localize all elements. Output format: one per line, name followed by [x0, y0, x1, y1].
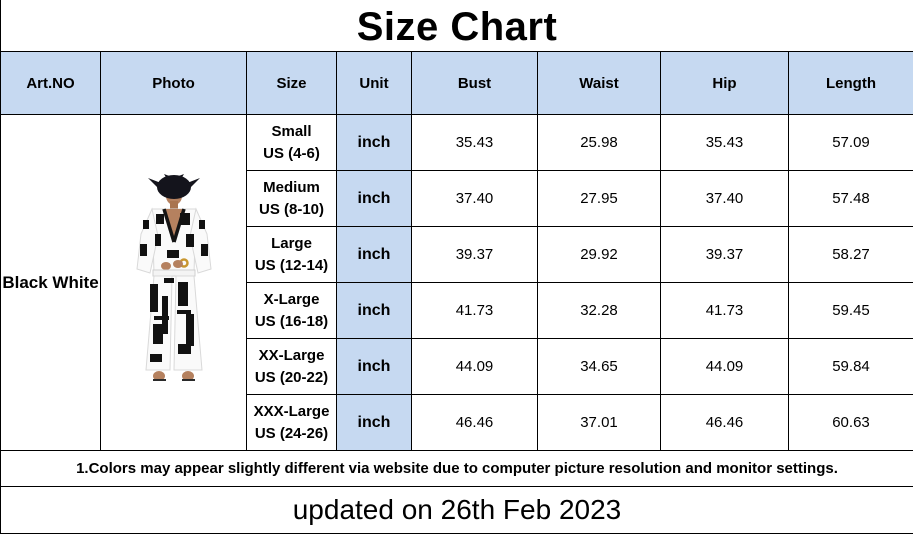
size-name: XX-Large: [258, 346, 325, 364]
unit-value: inch: [336, 282, 412, 339]
footer-updated-row: updated on 26th Feb 2023: [0, 486, 913, 534]
length-value: 59.45: [788, 282, 913, 339]
waist-value: 37.01: [537, 394, 661, 451]
size-name: XXX-Large: [253, 402, 330, 420]
length-value: 60.63: [788, 394, 913, 451]
title-bar: Size Chart: [0, 0, 913, 51]
column-header-size: Size: [246, 51, 337, 115]
footer-note-row: 1.Colors may appear slightly different v…: [0, 450, 913, 487]
table-row: XX-Large US (20-22) inch 44.09 34.65 44.…: [1, 338, 913, 395]
hip-value: 37.40: [660, 170, 789, 227]
table-row: Medium US (8-10) inch 37.40 27.95 37.40 …: [1, 170, 913, 227]
size-range: US (24-26): [254, 424, 329, 442]
bust-value: 39.37: [411, 226, 538, 283]
length-value: 59.84: [788, 338, 913, 395]
unit-value: inch: [336, 226, 412, 283]
column-header-length: Length: [788, 51, 913, 115]
unit-value: inch: [336, 394, 412, 451]
column-header-bust: Bust: [411, 51, 538, 115]
waist-value: 34.65: [537, 338, 661, 395]
length-value: 57.48: [788, 170, 913, 227]
size-range: US (12-14): [254, 256, 329, 274]
size-range: US (8-10): [258, 200, 325, 218]
size-label: Medium US (8-10): [246, 170, 337, 227]
bust-value: 44.09: [411, 338, 538, 395]
size-label: XXX-Large US (24-26): [246, 394, 337, 451]
table-row: X-Large US (16-18) inch 41.73 32.28 41.7…: [1, 282, 913, 339]
table-row: Large US (12-14) inch 39.37 29.92 39.37 …: [1, 226, 913, 283]
color-disclaimer-note: 1.Colors may appear slightly different v…: [0, 450, 913, 487]
hip-value: 44.09: [660, 338, 789, 395]
product-photo: [102, 173, 246, 392]
artno-value: Black White: [0, 114, 101, 451]
table-row: Black White: [0, 114, 913, 451]
bust-value: 37.40: [411, 170, 538, 227]
hip-value: 35.43: [660, 114, 789, 171]
jumpsuit-model-image: [135, 173, 212, 381]
waist-value: 27.95: [537, 170, 661, 227]
size-chart-table: Art.NO Photo Size Unit Bust Waist Hip Le…: [0, 51, 913, 534]
bust-value: 35.43: [411, 114, 538, 171]
waist-value: 32.28: [537, 282, 661, 339]
hip-value: 46.46: [660, 394, 789, 451]
column-header-unit: Unit: [336, 51, 412, 115]
size-range: US (4-6): [263, 144, 320, 162]
column-header-hip: Hip: [660, 51, 789, 115]
unit-value: inch: [336, 338, 412, 395]
size-range: US (20-22): [254, 368, 329, 386]
size-label: XX-Large US (20-22): [246, 338, 337, 395]
unit-value: inch: [336, 114, 412, 171]
size-name: X-Large: [263, 290, 320, 308]
updated-date-text: updated on 26th Feb 2023: [0, 486, 913, 534]
page-title: Size Chart: [356, 4, 558, 49]
bust-value: 46.46: [411, 394, 538, 451]
hip-value: 39.37: [660, 226, 789, 283]
size-name: Large: [271, 234, 312, 252]
waist-value: 29.92: [537, 226, 661, 283]
header-row: Art.NO Photo Size Unit Bust Waist Hip Le…: [0, 51, 913, 115]
photo-cell: [100, 114, 247, 451]
size-label: Large US (12-14): [246, 226, 337, 283]
bust-value: 41.73: [411, 282, 538, 339]
column-header-artno: Art.NO: [0, 51, 101, 115]
size-label: X-Large US (16-18): [246, 282, 337, 339]
waist-value: 25.98: [537, 114, 661, 171]
unit-value: inch: [336, 170, 412, 227]
column-header-waist: Waist: [537, 51, 661, 115]
size-name: Medium: [263, 178, 320, 196]
column-header-photo: Photo: [100, 51, 247, 115]
length-value: 58.27: [788, 226, 913, 283]
table-row: XXX-Large US (24-26) inch 46.46 37.01 46…: [1, 394, 913, 451]
size-range: US (16-18): [254, 312, 329, 330]
length-value: 57.09: [788, 114, 913, 171]
size-name: Small: [271, 122, 312, 140]
size-label: Small US (4-6): [246, 114, 337, 171]
hip-value: 41.73: [660, 282, 789, 339]
